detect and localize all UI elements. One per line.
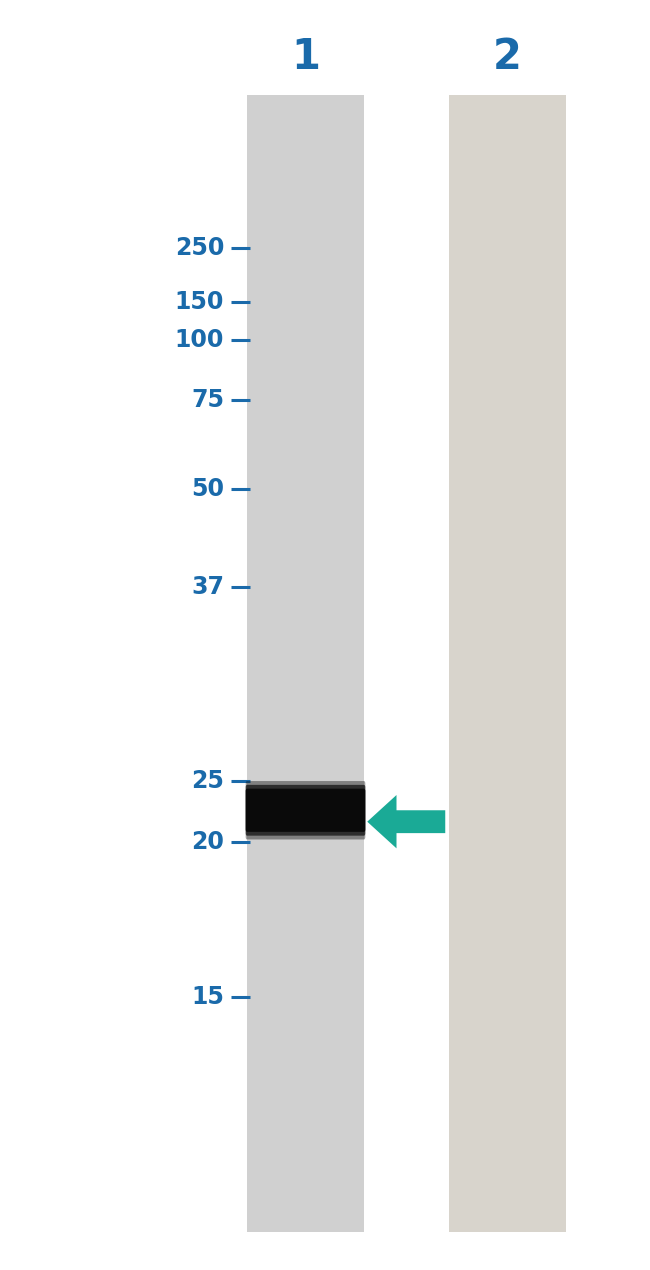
FancyBboxPatch shape: [246, 781, 365, 839]
Text: 150: 150: [175, 291, 224, 314]
FancyBboxPatch shape: [246, 789, 365, 832]
Bar: [448, 95, 566, 1232]
Text: 20: 20: [191, 831, 224, 853]
FancyBboxPatch shape: [246, 785, 365, 836]
Polygon shape: [367, 795, 445, 848]
Text: 1: 1: [291, 36, 320, 79]
Text: 2: 2: [493, 36, 521, 79]
Text: 50: 50: [191, 478, 224, 500]
Text: 25: 25: [191, 770, 224, 792]
Text: 75: 75: [191, 389, 224, 411]
Text: 250: 250: [175, 236, 224, 259]
Text: 100: 100: [175, 329, 224, 352]
Text: 15: 15: [191, 986, 224, 1008]
Bar: [247, 95, 364, 1232]
Text: 37: 37: [191, 575, 224, 598]
